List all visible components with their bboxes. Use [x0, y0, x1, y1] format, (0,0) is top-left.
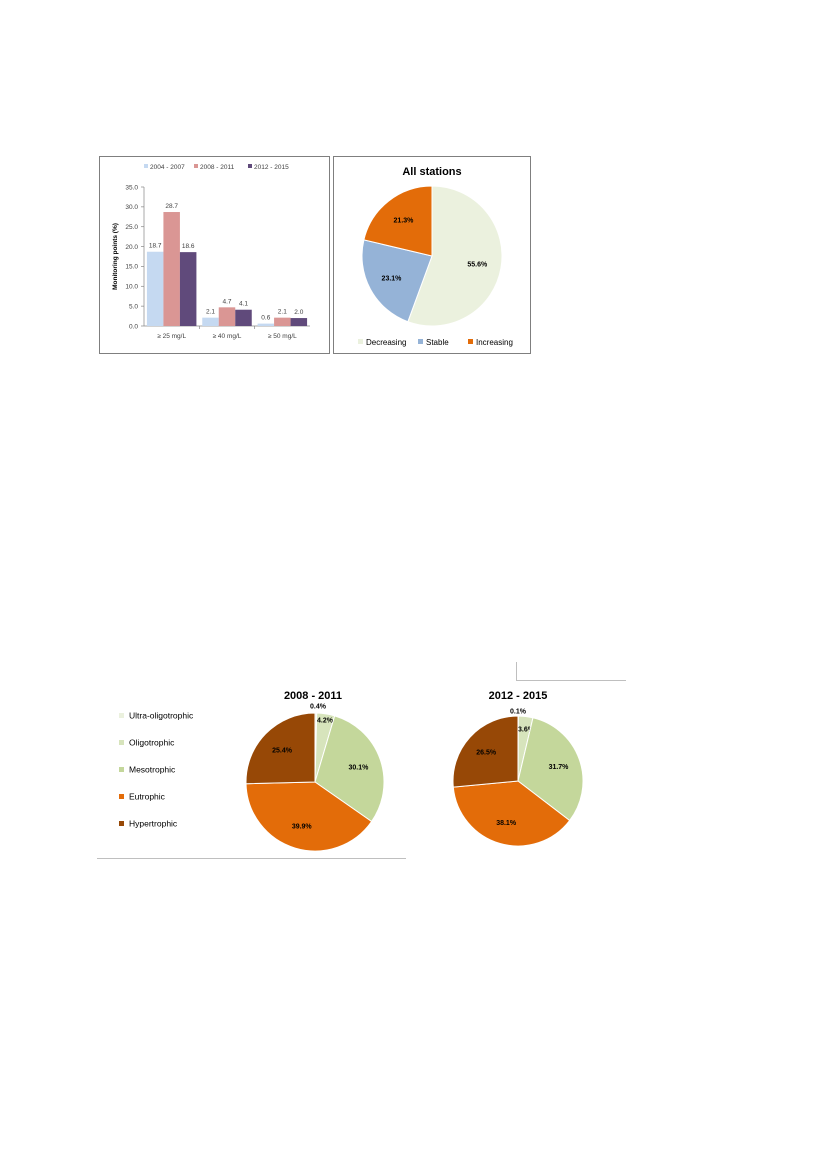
- trophic-legend: Ultra-oligotrophic Oligotrophic Mesotrophi…: [119, 707, 239, 837]
- all-stations-slice-label-2: 21.3%: [394, 217, 415, 224]
- legend-label-0: 2004 - 2007: [150, 164, 185, 171]
- trophic-legend-label-4: Hypertrophic: [129, 819, 178, 829]
- trophic-legend-swatch-2: [119, 767, 124, 772]
- all-stations-slice-label-0: 55.6%: [467, 262, 488, 269]
- y-tick-label-2: 10.0: [125, 284, 138, 291]
- bar-2-2: [290, 318, 308, 326]
- trend-legend-swatch-1: [418, 339, 423, 344]
- pie-2012-slice-3: [452, 780, 571, 847]
- all-stations-pie-chart: All stations 55.6% 23.1% 21.3% Decreasing Sta…: [358, 166, 513, 347]
- pie-2008-slice-label-0: 0.4%: [310, 704, 327, 711]
- all-stations-slice-1: [361, 239, 433, 323]
- pie-2008-slice-label-4: 25.4%: [272, 747, 293, 754]
- bar-label-2-2: 2.0: [294, 309, 303, 316]
- trend-legend-swatch-0: [358, 339, 363, 344]
- pie-2012-2015-chart: 2012 - 2015 0.1% 3.6% 31.7% 38.1% 26.5%: [452, 690, 584, 847]
- divider-vertical: [516, 662, 517, 680]
- bar-label-1-2: 4.1: [239, 301, 248, 308]
- y-tick-label-4: 20.0: [125, 244, 138, 251]
- pie-2012-slice-label-1: 3.6%: [518, 727, 535, 734]
- legend-label-2: 2012 - 2015: [254, 164, 289, 171]
- trend-legend-label-2: Increasing: [476, 338, 513, 347]
- bar-label-0-0: 18.7: [149, 243, 162, 250]
- bar-1-0: [202, 317, 219, 326]
- x-tick-label-0: ≥ 25 mg/L: [157, 333, 186, 340]
- trophic-legend-label-0: Ultra-oligotrophic: [129, 711, 194, 721]
- bar-label-0-2: 18.6: [182, 243, 195, 250]
- trophic-legend-swatch-4: [119, 821, 124, 826]
- bar-0-2: [179, 252, 197, 326]
- y-tick-label-5: 25.0: [125, 224, 138, 231]
- x-tick-label-1: ≥ 40 mg/L: [213, 333, 242, 340]
- trophic-legend-swatch-0: [119, 713, 124, 718]
- trophic-legend-svg: Ultra-oligotrophic Oligotrophic Mesotrophi…: [119, 711, 194, 829]
- pie-2012-slice-label-4: 26.5%: [476, 750, 497, 757]
- bar-label-1-0: 2.1: [206, 309, 215, 316]
- bar-label-2-1: 2.1: [278, 309, 287, 316]
- trophic-legend-label-2: Mesotrophic: [129, 765, 176, 775]
- all-stations-slice-2: [363, 185, 433, 257]
- bar-label-0-1: 28.7: [165, 203, 178, 210]
- pie-2008-slice-label-1: 4.2%: [317, 718, 334, 725]
- pie-2008-2011-chart: 2008 - 2011 0.4% 4.2% 30.1% 39.9% 25.4%: [245, 690, 385, 852]
- bar-1-1: [218, 307, 236, 326]
- divider-bottom: [97, 858, 406, 859]
- all-stations-title: All stations: [402, 166, 461, 178]
- bar-1-2: [235, 309, 252, 326]
- pie-2008-slice-label-2: 30.1%: [348, 764, 369, 771]
- all-stations-slice-label-1: 23.1%: [382, 275, 403, 282]
- y-axis-title: Monitoring points (%): [112, 223, 119, 290]
- all-stations-chart-frame: All stations 55.6% 23.1% 21.3% Decreasing Sta…: [333, 156, 531, 354]
- trophic-legend-label-1: Oligotrophic: [129, 738, 175, 748]
- pie-2012-slice-4: [452, 715, 519, 788]
- legend-swatch-1: [194, 164, 198, 168]
- pie-2008-slice-label-3: 39.9%: [292, 824, 313, 831]
- pie-2008-slice-2: [314, 715, 385, 823]
- trend-legend-label-0: Decreasing: [366, 338, 406, 347]
- pie-2012-slice-2: [517, 717, 584, 822]
- bar-0-0: [146, 251, 164, 326]
- all-stations-slice-0: [407, 185, 503, 327]
- pie-2008-slice-3: [245, 781, 373, 852]
- pie-2008-slice-4: [245, 712, 316, 785]
- bar-chart: 2004 - 2007 2008 - 2011 2012 - 2015 Monitor…: [112, 164, 310, 340]
- bar-label-1-1: 4.7: [222, 298, 231, 305]
- y-tick-label-7: 35.0: [125, 184, 138, 191]
- trophic-legend-swatch-3: [119, 794, 124, 799]
- pie-2012-2015-container: 2012 - 2015 0.1% 3.6% 31.7% 38.1% 26.5%: [444, 684, 594, 850]
- bar-label-2-0: 0.6: [261, 315, 270, 322]
- trend-legend-label-1: Stable: [426, 338, 449, 347]
- pie-2012-slice-label-3: 38.1%: [496, 820, 517, 827]
- trophic-legend-swatch-1: [119, 740, 124, 745]
- legend-swatch-0: [144, 164, 148, 168]
- pie-2012-title: 2012 - 2015: [489, 690, 548, 702]
- legend-swatch-2: [248, 164, 252, 168]
- legend-label-1: 2008 - 2011: [200, 164, 235, 171]
- trophic-legend-label-3: Eutrophic: [129, 792, 166, 802]
- y-tick-label-1: 5.0: [129, 303, 138, 310]
- trend-legend-swatch-2: [468, 339, 473, 344]
- x-tick-label-2: ≥ 50 mg/L: [268, 333, 297, 340]
- bar-chart-frame: 2004 - 2007 2008 - 2011 2012 - 2015 Monitor…: [99, 156, 330, 354]
- pie-2008-title: 2008 - 2011: [284, 690, 342, 702]
- y-tick-label-3: 15.0: [125, 264, 138, 271]
- y-tick-label-0: 0.0: [129, 323, 138, 330]
- divider-top: [516, 680, 626, 681]
- pie-2012-slice-label-0: 0.1%: [510, 709, 527, 716]
- bar-2-1: [274, 317, 291, 326]
- pie-2008-2011-container: 2008 - 2011 0.4% 4.2% 30.1% 39.9% 25.4%: [236, 684, 396, 856]
- pie-2012-slice-label-2: 31.7%: [549, 764, 570, 771]
- bar-0-1: [163, 212, 180, 326]
- bar-2-0: [257, 323, 275, 326]
- y-tick-label-6: 30.0: [125, 204, 138, 211]
